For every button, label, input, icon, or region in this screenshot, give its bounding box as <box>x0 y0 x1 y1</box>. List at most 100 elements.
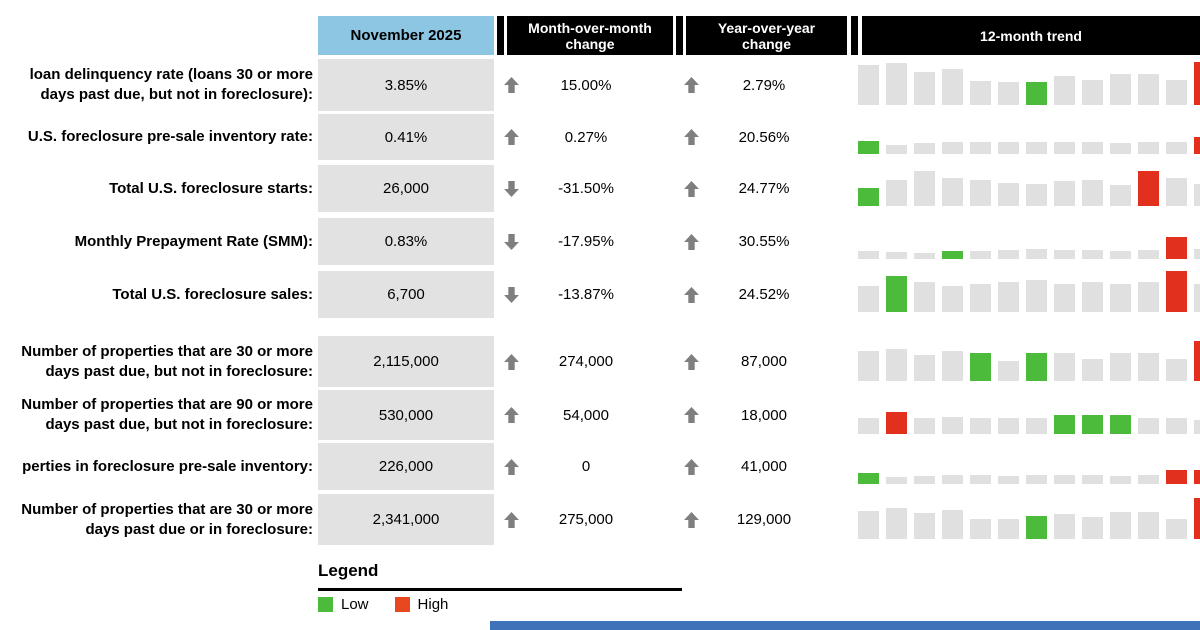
trend-bar-norm <box>1082 180 1103 206</box>
trend-bar-high <box>1166 271 1187 312</box>
row-label: Monthly Prepayment Rate (SMM): <box>74 232 313 250</box>
trend-bar-norm <box>1054 284 1075 312</box>
trend-bar-norm <box>886 252 907 259</box>
trend-sparkline <box>858 271 1200 318</box>
trend-bar-norm <box>942 69 963 105</box>
row-label: Number of properties that are 30 or more… <box>21 500 313 538</box>
mom-change-value: 275,000 <box>558 511 614 528</box>
trend-bar-norm <box>970 418 991 434</box>
trend-bar-low <box>1026 82 1047 105</box>
trend-bar-norm <box>1026 280 1047 312</box>
mom-change-cell: 275,000 <box>500 494 672 545</box>
trend-bar-norm <box>998 183 1019 206</box>
up-arrow-icon <box>683 286 700 303</box>
trend-bar-norm <box>1166 519 1187 539</box>
mom-change-header: Month-over-month change <box>507 16 673 55</box>
current-value-cell: 2,341,000 <box>318 494 494 545</box>
trend-bar-norm <box>1110 353 1131 381</box>
trend-bar-norm <box>886 63 907 105</box>
yoy-change-header: Year-over-year change <box>686 16 847 55</box>
trend-bar-norm <box>1082 475 1103 484</box>
trend-bar-norm <box>1054 250 1075 259</box>
table-row: U.S. foreclosure pre-sale inventory rate… <box>0 114 1200 160</box>
current-value-cell: 26,000 <box>318 165 494 212</box>
legend-divider <box>318 588 682 591</box>
trend-bar-low <box>1110 415 1131 434</box>
trend-sparkline <box>858 165 1200 212</box>
current-value-cell: 2,115,000 <box>318 336 494 387</box>
high-swatch-icon <box>394 597 410 612</box>
mom-change-cell: -31.50% <box>500 165 672 212</box>
up-arrow-icon <box>683 180 700 197</box>
trend-bar-norm <box>1026 184 1047 206</box>
trend-bar-norm <box>970 180 991 206</box>
yoy-change-value: 20.56% <box>738 128 790 146</box>
trend-sparkline <box>858 390 1200 440</box>
trend-bar-norm <box>858 351 879 381</box>
up-arrow-icon <box>503 458 520 475</box>
up-arrow-icon <box>503 353 520 370</box>
trend-bar-high <box>1194 137 1200 154</box>
trend-bar-norm <box>1026 418 1047 434</box>
trend-sparkline <box>858 443 1200 490</box>
trend-bar-norm <box>914 171 935 206</box>
current-value-cell: 0.41% <box>318 114 494 160</box>
trend-sparkline <box>858 59 1200 111</box>
mom-change-cell: -17.95% <box>500 218 672 265</box>
yoy-change-cell: 18,000 <box>680 390 848 440</box>
current-value-cell: 3.85% <box>318 59 494 111</box>
table-row: loan delinquency rate (loans 30 or more … <box>0 59 1200 111</box>
mom-change-cell: 0 <box>500 443 672 490</box>
yoy-change-cell: 2.79% <box>680 59 848 111</box>
trend-bar-norm <box>1138 475 1159 484</box>
legend-item-label: Low <box>341 596 369 613</box>
mom-change-value: 54,000 <box>563 406 609 424</box>
trend-header: 12-month trend <box>862 16 1200 55</box>
trend-bar-norm <box>1026 249 1047 259</box>
up-arrow-icon <box>683 458 700 475</box>
table-row: Monthly Prepayment Rate (SMM): 0.83% -17… <box>0 218 1200 265</box>
trend-bar-norm <box>1194 249 1200 259</box>
trend-bar-norm <box>998 476 1019 484</box>
trend-bar-norm <box>1054 76 1075 105</box>
trend-bar-norm <box>942 142 963 154</box>
trend-bar-norm <box>914 72 935 105</box>
up-arrow-icon <box>683 129 700 146</box>
trend-bar-low <box>1026 353 1047 381</box>
trend-bar-low <box>858 473 879 484</box>
trend-bar-norm <box>886 180 907 206</box>
yoy-change-value: 41,000 <box>741 458 787 475</box>
trend-bar-norm <box>970 142 991 154</box>
trend-sparkline <box>858 114 1200 160</box>
trend-bar-low <box>858 141 879 154</box>
trend-bar-norm <box>942 178 963 206</box>
trend-bar-norm <box>1166 418 1187 434</box>
trend-bar-norm <box>1054 353 1075 381</box>
trend-bar-norm <box>858 251 879 259</box>
low-swatch-icon <box>318 597 333 612</box>
legend: Low High <box>318 596 474 613</box>
trend-bar-high <box>1166 237 1187 259</box>
trend-bar-norm <box>1110 143 1131 154</box>
yoy-change-value: 30.55% <box>738 233 790 250</box>
trend-bar-norm <box>942 417 963 434</box>
legend-item-label: High <box>417 596 449 613</box>
mom-change-cell: 54,000 <box>500 390 672 440</box>
yoy-change-value: 87,000 <box>741 353 787 370</box>
trend-bar-norm <box>1082 250 1103 259</box>
trend-bar-norm <box>858 286 879 312</box>
trend-bar-norm <box>1138 282 1159 312</box>
yoy-change-value: 24.52% <box>738 286 790 303</box>
trend-bar-high <box>1194 62 1200 105</box>
table-row: Total U.S. foreclosure sales: 6,700 -13.… <box>0 271 1200 318</box>
row-label: U.S. foreclosure pre-sale inventory rate… <box>27 128 313 145</box>
trend-bar-norm <box>970 284 991 312</box>
trend-bar-norm <box>970 519 991 539</box>
up-arrow-icon <box>683 77 700 94</box>
mom-change-value: -31.50% <box>558 180 614 197</box>
trend-bar-norm <box>1054 475 1075 484</box>
trend-bar-norm <box>1166 178 1187 206</box>
trend-bar-norm <box>1110 185 1131 206</box>
trend-bar-norm <box>886 508 907 539</box>
up-arrow-icon <box>503 77 520 94</box>
